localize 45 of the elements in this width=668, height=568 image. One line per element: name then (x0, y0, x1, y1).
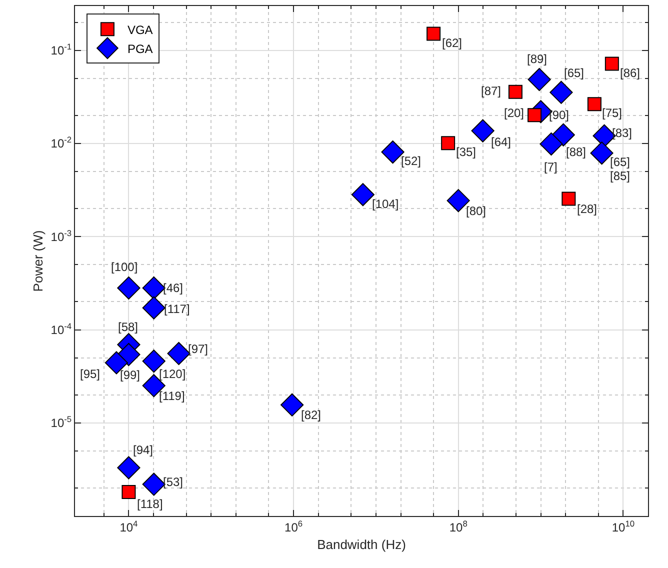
annotation: [28] (577, 202, 598, 216)
annotation: [99] (120, 368, 140, 382)
annotation: [94] (133, 443, 154, 457)
annotation: [87] (481, 84, 502, 98)
annotation: [97] (188, 342, 208, 356)
annotation: [62] (442, 36, 462, 50)
annotation: [65] (610, 155, 630, 169)
legend-label: VGA (127, 22, 153, 37)
y-tick-label: 10$^{-2}$ (50, 134, 72, 151)
annotation: [7] (544, 160, 558, 174)
x-axis-title: Bandwidth (Hz) (317, 537, 406, 552)
y-tick-label: 10$^{-5}$ (50, 414, 72, 430)
annotation: [52] (401, 154, 422, 168)
annotation: [83] (612, 126, 632, 140)
annotation: [65] (564, 66, 584, 80)
annotation: [90] (549, 108, 570, 122)
annotation: [117] (164, 302, 190, 316)
y-axis-title: Power (W) (30, 230, 46, 292)
annotation: [88] (566, 145, 586, 159)
x-tick-label: 10$^{10}$ (612, 518, 635, 534)
legend-label: PGA (127, 42, 153, 56)
annotation: [64] (491, 135, 512, 149)
annotation: [20] (504, 106, 524, 120)
x-tick-label: 10$^{4}$ (120, 518, 138, 534)
y-tick-label: 10$^{-1}$ (50, 42, 72, 58)
x-tick-label: 10$^{6}$ (284, 518, 303, 534)
y-tick-label: 10$^{-4}$ (50, 320, 72, 337)
annotation: [118] (137, 497, 163, 511)
annotation: [35] (456, 145, 476, 159)
annotation: [95] (80, 367, 100, 381)
annotation: [119] (159, 389, 185, 403)
annotation: [104] (372, 197, 399, 211)
annotation: [120] (159, 367, 186, 381)
annotation: [85] (610, 169, 630, 183)
annotation: [53] (163, 475, 184, 489)
y-tick-label: 10$^{-3}$ (50, 228, 72, 244)
annotation: [82] (301, 408, 322, 422)
annotation: [86] (620, 66, 640, 80)
annotation: [75] (602, 106, 622, 120)
annotation: [46] (163, 281, 184, 295)
x-tick-label: 10$^{8}$ (449, 518, 468, 534)
annotation: [80] (466, 204, 486, 218)
annotation: [100] (111, 260, 138, 274)
annotation: [89] (527, 52, 548, 66)
annotation: [58] (118, 320, 138, 334)
